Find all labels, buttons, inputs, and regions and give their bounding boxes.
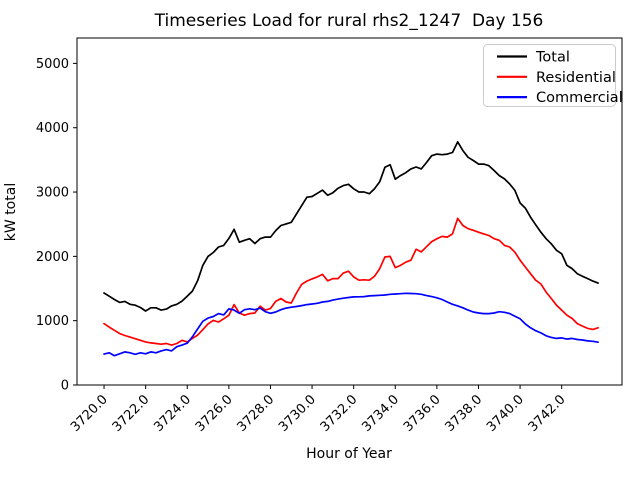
y-tick-label: 3000 <box>36 186 69 201</box>
series-layer <box>103 141 599 357</box>
x-tick-label: 3732.0 <box>318 392 361 435</box>
x-tick-label: 3730.0 <box>276 392 319 435</box>
x-tick-label: 3728.0 <box>235 392 278 435</box>
x-tick-label: 3722.0 <box>110 392 153 435</box>
y-tick-label: 1000 <box>36 314 69 329</box>
x-tick-label: 3734.0 <box>359 392 402 435</box>
y-tick-label: 5000 <box>36 57 69 72</box>
series-total-line <box>103 141 599 312</box>
legend: Total Residential Commercial <box>483 44 623 107</box>
series-residential-line <box>103 217 599 346</box>
legend-label-total: Total <box>535 50 570 66</box>
x-axis-label: Hour of Year <box>306 446 392 462</box>
x-tick-label: 3736.0 <box>401 392 444 435</box>
legend-frame <box>483 44 616 107</box>
series-commercial-line <box>103 292 599 357</box>
y-tick-label: 2000 <box>36 250 69 265</box>
x-tick-label: 3724.0 <box>151 392 194 435</box>
x-tick-label: 3742.0 <box>526 392 569 435</box>
x-tick-label: 3720.0 <box>68 392 111 435</box>
axes-frame <box>76 37 623 386</box>
x-tick-label: 3738.0 <box>443 392 486 435</box>
x-tick-label: 3740.0 <box>484 392 527 435</box>
legend-label-residential: Residential <box>536 70 616 86</box>
chart-title: Timeseries Load for rural rhs2_1247 Day … <box>154 11 544 31</box>
legend-label-commercial: Commercial <box>536 90 623 106</box>
y-axis-label: kW total <box>3 183 19 241</box>
y-tick-label: 4000 <box>36 121 69 136</box>
y-tick-label: 0 <box>61 379 69 394</box>
x-tick-label: 3726.0 <box>193 392 236 435</box>
